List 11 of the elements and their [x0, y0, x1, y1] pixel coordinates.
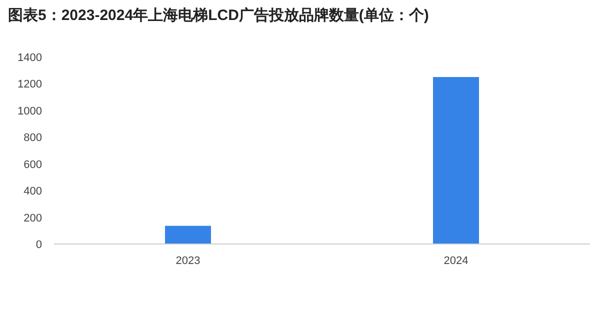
y-tick-label: 1400 [18, 52, 42, 64]
y-tick-label: 400 [24, 186, 42, 198]
y-tick-label: 600 [24, 158, 42, 171]
y-tick-label: 0 [36, 239, 42, 251]
y-tick-label: 1000 [18, 105, 42, 118]
y-tick-label: 1200 [18, 78, 42, 91]
x-tick-label: 2023 [176, 255, 200, 267]
x-tick-label: 2024 [444, 255, 468, 267]
y-tick-label: 800 [24, 132, 42, 144]
chart-title: 图表5：2023-2024年上海电梯LCD广告投放品牌数量(单位：个) [8, 6, 429, 24]
y-tick-label: 200 [24, 212, 42, 224]
